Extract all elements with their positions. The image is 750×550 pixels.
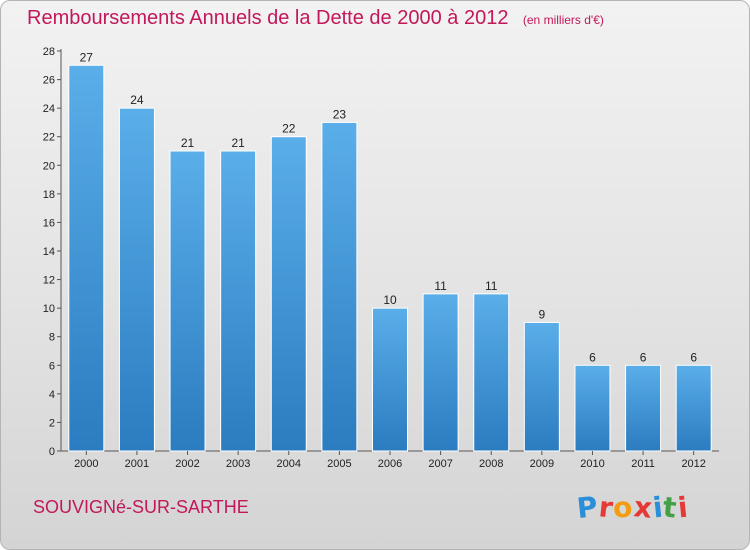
y-tick-label: 20 bbox=[43, 160, 55, 172]
x-tick-label: 2002 bbox=[175, 458, 199, 470]
chart-bars bbox=[68, 64, 712, 455]
bar-value-label: 11 bbox=[485, 279, 498, 293]
x-tick-label: 2006 bbox=[378, 458, 402, 470]
logo-letter: P bbox=[575, 489, 601, 526]
bar-value-label: 10 bbox=[383, 293, 397, 307]
bar-value-label: 6 bbox=[589, 350, 596, 364]
bar bbox=[220, 150, 257, 452]
x-tick-label: 2001 bbox=[125, 458, 149, 470]
chart-title: Remboursements Annuels de la Dette de 20… bbox=[27, 7, 509, 29]
bar-value-label: 11 bbox=[434, 279, 447, 293]
y-tick-label: 4 bbox=[49, 389, 55, 401]
x-tick-label: 2009 bbox=[530, 458, 554, 470]
bar bbox=[422, 293, 459, 452]
bar bbox=[675, 364, 712, 452]
bar-value-label: 22 bbox=[282, 122, 296, 136]
bar bbox=[625, 364, 662, 452]
chart-title-row: Remboursements Annuels de la Dette de 20… bbox=[27, 7, 604, 30]
y-tick-label: 16 bbox=[43, 217, 55, 229]
bar bbox=[68, 64, 105, 452]
x-tick-label: 2007 bbox=[428, 458, 452, 470]
bar bbox=[574, 364, 611, 452]
bar bbox=[523, 321, 560, 452]
x-tick-label: 2011 bbox=[631, 458, 655, 470]
y-tick-label: 28 bbox=[43, 46, 55, 58]
bar-value-label: 24 bbox=[130, 93, 144, 107]
y-tick-label: 24 bbox=[43, 103, 55, 115]
chart-labels: 27 2000 24 2001 21 2002 21 2003 22 2004 23 2005 10 20… bbox=[74, 50, 706, 470]
bar-value-label: 9 bbox=[539, 307, 546, 321]
bar bbox=[169, 150, 206, 452]
bar bbox=[118, 107, 155, 452]
logo-letter: i bbox=[675, 490, 690, 525]
y-tick-label: 14 bbox=[43, 246, 55, 258]
bar-value-label: 6 bbox=[640, 350, 647, 364]
bar bbox=[473, 293, 510, 452]
bar bbox=[372, 307, 408, 452]
y-tick-label: 2 bbox=[49, 417, 55, 429]
chart-unit: (en milliers d'€) bbox=[522, 13, 604, 27]
x-tick-label: 2004 bbox=[277, 458, 301, 470]
y-tick-label: 8 bbox=[49, 332, 55, 344]
bar-value-label: 21 bbox=[231, 136, 245, 150]
bar-value-label: 27 bbox=[80, 50, 94, 64]
x-tick-label: 2012 bbox=[681, 458, 705, 470]
proxiti-logo: Proxiti bbox=[575, 489, 690, 526]
commune-name: SOUVIGNé-SUR-SARTHE bbox=[33, 497, 249, 517]
x-tick-label: 2008 bbox=[479, 458, 503, 470]
y-tick-label: 12 bbox=[43, 275, 55, 287]
x-tick-label: 2000 bbox=[74, 458, 98, 470]
bar bbox=[270, 136, 307, 452]
bar-value-label: 21 bbox=[181, 136, 195, 150]
bar-value-label: 6 bbox=[690, 350, 697, 364]
bar-value-label: 23 bbox=[333, 107, 347, 121]
x-tick-label: 2003 bbox=[226, 458, 250, 470]
y-tick-label: 18 bbox=[43, 189, 55, 201]
y-tick-label: 6 bbox=[49, 360, 55, 372]
x-tick-label: 2010 bbox=[580, 458, 604, 470]
y-tick-label: 26 bbox=[43, 75, 55, 87]
bar bbox=[321, 121, 358, 452]
y-tick-label: 22 bbox=[43, 132, 55, 144]
x-tick-label: 2005 bbox=[327, 458, 351, 470]
y-tick-label: 0 bbox=[49, 446, 55, 458]
y-tick-label: 10 bbox=[43, 303, 55, 315]
